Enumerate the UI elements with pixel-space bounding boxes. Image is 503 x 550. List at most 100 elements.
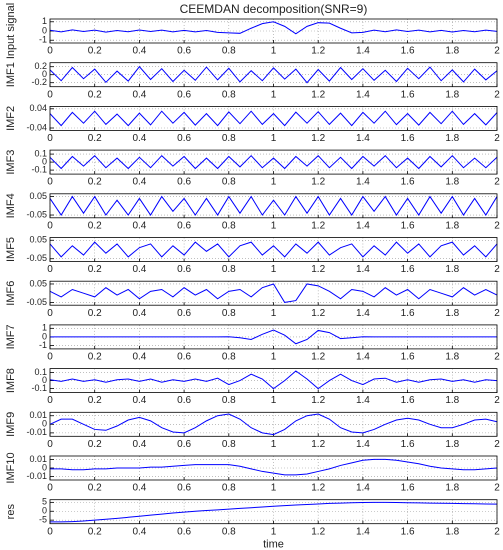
x-axis-label: time (263, 539, 284, 550)
x-tick-label: 1.6 (401, 264, 415, 275)
x-tick-label: 1.2 (311, 89, 325, 100)
x-tick-label: 1.6 (401, 46, 415, 57)
signal-line (49, 110, 498, 127)
x-tick-label: 1.8 (445, 220, 459, 231)
y-tick-label: 0.05 (29, 235, 47, 245)
x-tick-label: 2 (494, 352, 500, 363)
signal-line (49, 21, 498, 35)
y-tick-label: -0.05 (26, 297, 47, 307)
x-tick-label: 0.2 (88, 177, 102, 188)
x-tick-label: 1.2 (311, 526, 325, 537)
x-tick-label: 0.2 (88, 352, 102, 363)
x-tick-label: 0.2 (88, 220, 102, 231)
y-tick-label: -0.1 (31, 383, 47, 393)
y-axis-label: IMF5 (5, 237, 17, 262)
x-tick-label: 1.4 (356, 220, 370, 231)
x-tick-label: 2 (494, 264, 500, 275)
x-tick-label: 0.4 (132, 395, 146, 406)
x-tick-label: 1.6 (401, 526, 415, 537)
x-tick-label: 0.6 (177, 526, 191, 537)
x-tick-label: 1.8 (445, 264, 459, 275)
x-tick-label: 0.6 (177, 220, 191, 231)
y-axis-label: IMF10 (5, 452, 17, 483)
x-tick-label: 1.8 (445, 439, 459, 450)
y-axis-label: IMF9 (5, 412, 17, 437)
x-tick-label: 1.8 (445, 352, 459, 363)
x-tick-label: 0.8 (222, 264, 236, 275)
x-tick-label: 0.4 (132, 133, 146, 144)
x-tick-label: 0 (47, 89, 53, 100)
x-tick-label: 1 (271, 483, 277, 494)
panel (50, 106, 497, 131)
x-tick-label: 0 (47, 483, 53, 494)
x-tick-label: 0.8 (222, 46, 236, 57)
y-tick-label: 0.05 (29, 191, 47, 201)
x-tick-label: 0.6 (177, 352, 191, 363)
x-tick-label: 1.8 (445, 308, 459, 319)
signal-line (49, 370, 498, 390)
x-tick-label: 1 (271, 308, 277, 319)
x-tick-label: 0 (47, 133, 53, 144)
x-tick-label: 1.8 (445, 483, 459, 494)
y-tick-label: -0.1 (31, 164, 47, 174)
x-tick-label: 1.6 (401, 483, 415, 494)
x-tick-label: 0.8 (222, 352, 236, 363)
y-tick-label: 0 (42, 331, 47, 341)
signal-line (49, 241, 498, 258)
x-tick-label: 0.4 (132, 439, 146, 450)
y-tick-label: 0 (42, 156, 47, 166)
y-tick-label: -1 (39, 35, 47, 45)
y-tick-label: 1 (42, 323, 47, 333)
x-tick-label: 0 (47, 46, 53, 57)
x-tick-label: 0 (47, 308, 53, 319)
y-axis-label: res (5, 504, 17, 520)
axes-box (49, 106, 498, 131)
axes-box (49, 499, 498, 525)
x-tick-label: 2 (494, 526, 500, 537)
y-tick-label: 5 (42, 497, 47, 507)
x-tick-label: 0.6 (177, 483, 191, 494)
y-tick-label: -0.05 (26, 209, 47, 219)
x-tick-label: 1.2 (311, 308, 325, 319)
x-tick-label: 1.6 (401, 220, 415, 231)
y-tick-label: -1 (39, 340, 47, 350)
x-tick-label: 1.4 (356, 46, 370, 57)
x-tick-label: 1.8 (445, 133, 459, 144)
x-tick-label: 0.6 (177, 264, 191, 275)
x-tick-label: 0.4 (132, 352, 146, 363)
y-tick-label: 0 (42, 375, 47, 385)
x-tick-label: 2 (494, 220, 500, 231)
x-tick-label: 0.6 (177, 177, 191, 188)
x-tick-label: 2 (494, 395, 500, 406)
y-tick-label: 0.05 (29, 278, 47, 288)
x-tick-label: 0 (47, 439, 53, 450)
x-tick-label: 0.6 (177, 308, 191, 319)
y-axis-label: IMF7 (5, 324, 17, 349)
x-tick-label: 0.4 (132, 177, 146, 188)
y-tick-label: -0.04 (26, 122, 47, 132)
y-tick-label: 0.1 (34, 367, 47, 377)
y-tick-label: 0.01 (29, 454, 47, 464)
x-tick-label: 2 (494, 483, 500, 494)
y-axis-label: IMF1 (5, 62, 17, 87)
x-tick-label: 0 (47, 395, 53, 406)
x-tick-label: 0.6 (177, 133, 191, 144)
y-tick-label: 0.04 (29, 103, 47, 113)
x-tick-label: 1 (271, 264, 277, 275)
x-tick-label: 0.8 (222, 526, 236, 537)
x-tick-label: 0.2 (88, 46, 102, 57)
x-tick-label: 1.6 (401, 89, 415, 100)
y-tick-label: 0 (42, 25, 47, 35)
x-tick-label: 0.6 (177, 395, 191, 406)
y-tick-label: 0 (42, 462, 47, 472)
x-tick-label: 0.4 (132, 46, 146, 57)
x-tick-label: 1.2 (311, 439, 325, 450)
axes-box (49, 62, 498, 88)
y-tick-label: 0 (42, 419, 47, 429)
x-tick-label: 0 (47, 264, 53, 275)
x-tick-label: 1.6 (401, 177, 415, 188)
x-tick-label: 1.2 (311, 395, 325, 406)
x-tick-label: 1.4 (356, 439, 370, 450)
x-tick-label: 1.2 (311, 46, 325, 57)
